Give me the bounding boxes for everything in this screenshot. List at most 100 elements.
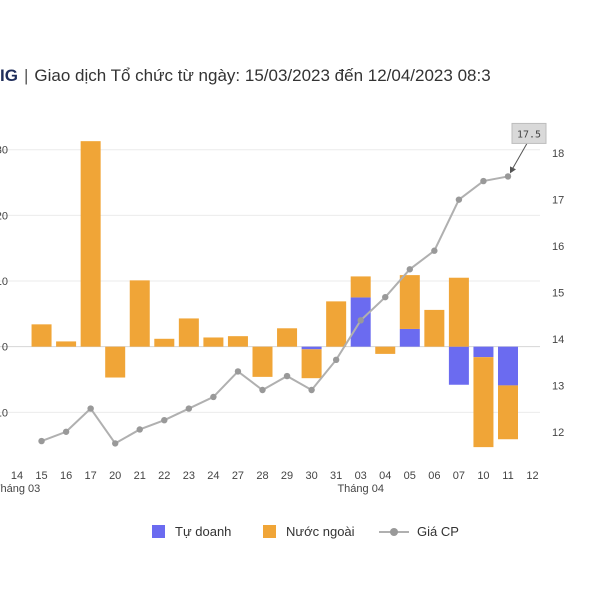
legend-item-nuoc-ngoai[interactable]: Nước ngoài: [263, 524, 355, 539]
x-month-label: Tháng 04: [337, 483, 383, 495]
x-tick-label: 03: [355, 470, 367, 482]
y-left-tick-label: -10: [0, 407, 8, 419]
x-tick-label: 21: [134, 470, 146, 482]
price-point: [62, 428, 70, 435]
y-left-tick-label: 10: [0, 276, 8, 288]
price-point: [283, 372, 291, 380]
price-point: [87, 405, 94, 412]
bar: [80, 141, 101, 347]
annotation-box: [511, 122, 547, 144]
bar: [498, 385, 518, 440]
axes: -10 0 10 20 30 12 13 14 15 16 17 18 14 15 16 17 20 21 22 23…: [0, 145, 564, 495]
price-point: [357, 317, 364, 324]
y-right-tick-label: 18: [552, 148, 564, 160]
bar: [424, 309, 445, 347]
price-point: [185, 405, 193, 412]
bars: [31, 141, 518, 448]
bar: [350, 276, 371, 298]
legend-label-nuoc-ngoai: Nước ngoài: [286, 524, 355, 539]
price-point: [382, 293, 389, 301]
bar: [301, 346, 322, 350]
x-tick-label: 20: [109, 470, 121, 482]
bar: [448, 346, 469, 385]
bar: [56, 341, 77, 347]
price-point: [161, 416, 168, 424]
annotation-label: 17.5: [517, 129, 541, 140]
y-right-tick-label: 13: [552, 380, 564, 392]
bar: [399, 328, 420, 347]
price-line: [38, 173, 512, 447]
bar: [129, 280, 150, 347]
bar: [227, 336, 248, 347]
x-tick-label: 17: [85, 470, 97, 482]
x-tick-label: 22: [158, 470, 170, 482]
legend-label-tu-doanh: Tự doanh: [175, 524, 232, 539]
bar: [473, 357, 494, 448]
legend-item-gia-cp[interactable]: Giá CP: [379, 524, 459, 539]
price-point: [210, 393, 217, 401]
x-tick-label: 16: [60, 470, 72, 482]
x-tick-label: 12: [526, 470, 538, 482]
x-tick-label: 14: [11, 470, 23, 482]
price-point: [455, 196, 463, 203]
bar: [154, 338, 175, 347]
x-tick-label: 31: [330, 470, 342, 482]
price-point: [259, 386, 266, 394]
title-text: Giao dịch Tổ chức từ ngày: 15/03/2023 đế…: [34, 66, 491, 85]
title-separator: |: [23, 66, 29, 85]
price-point: [504, 173, 512, 180]
price-point: [406, 266, 413, 273]
x-tick-label: 27: [232, 470, 244, 482]
y-right-tick-label: 17: [552, 195, 564, 207]
bar: [375, 346, 396, 354]
annotation-arrow: [510, 143, 528, 172]
x-tick-label: 15: [35, 470, 47, 482]
price-point: [136, 426, 143, 433]
legend-label-gia-cp: Giá CP: [417, 524, 459, 539]
bar: [277, 328, 298, 347]
x-tick-label: 11: [502, 470, 513, 482]
bar: [399, 275, 420, 329]
legend: Tự doanh Nước ngoài Giá CP: [0, 524, 600, 548]
chart-title: IG | Giao dịch Tổ chức từ ngày: 15/03/2023…: [0, 66, 600, 92]
y-right-tick-label: 16: [552, 241, 564, 253]
x-tick-label: 23: [183, 470, 195, 482]
x-tick-label: 05: [404, 470, 416, 482]
legend-swatch-tu-doanh: [152, 525, 165, 538]
bar: [473, 346, 494, 358]
x-tick-label: 06: [428, 470, 440, 482]
price-line-path: [41, 175, 509, 445]
x-tick-label: 10: [477, 470, 489, 482]
x-tick-label: 30: [305, 470, 317, 482]
bar: [178, 318, 199, 347]
bar: [252, 346, 273, 377]
legend-swatch-nuoc-ngoai: [263, 525, 276, 538]
stock-symbol: IG: [0, 66, 18, 85]
annotation: 17.5: [510, 122, 547, 174]
bar: [326, 301, 347, 347]
price-point: [431, 247, 438, 254]
bar: [498, 346, 518, 386]
x-tick-label: 24: [207, 470, 219, 482]
bar: [448, 277, 469, 347]
y-left-tick-label: 20: [0, 210, 8, 222]
price-point: [308, 386, 315, 394]
price-point: [38, 437, 45, 445]
y-left-tick-label: 30: [0, 145, 8, 157]
x-tick-label: 07: [453, 470, 465, 482]
bar: [31, 324, 52, 347]
x-tick-label: 04: [379, 470, 391, 482]
y-left-tick-label: 0: [2, 342, 8, 354]
bar: [301, 349, 322, 379]
bar: [105, 346, 126, 378]
price-point: [112, 440, 119, 447]
annotation-arrowhead: [510, 166, 516, 174]
bar: [203, 337, 224, 347]
x-month-label: Tháng 03: [0, 483, 40, 495]
legend-swatch-gia-cp: [379, 525, 409, 538]
y-right-tick-label: 15: [552, 288, 564, 300]
x-tick-label: 28: [256, 470, 268, 482]
price-point: [480, 177, 487, 185]
legend-item-tu-doanh[interactable]: Tự doanh: [152, 524, 231, 539]
